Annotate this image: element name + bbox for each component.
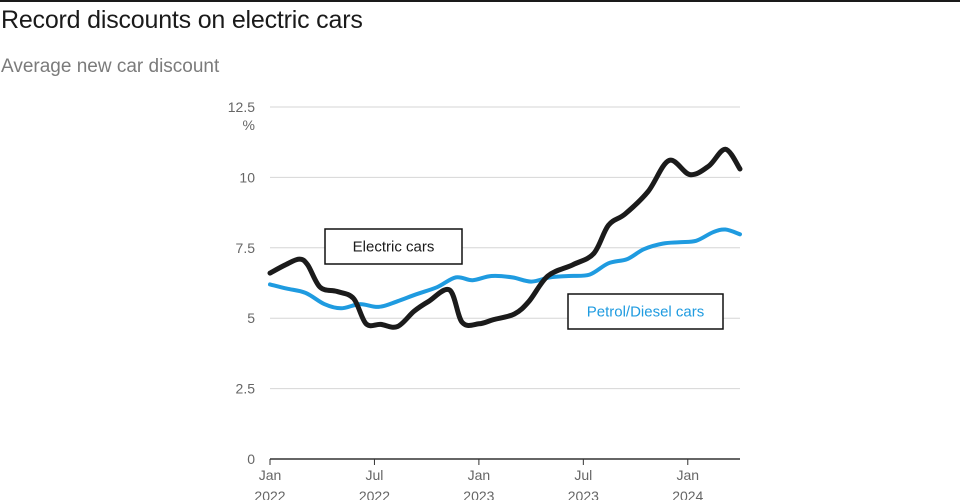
series-layer bbox=[267, 146, 743, 330]
x-tick-label: Jul bbox=[365, 467, 383, 483]
y-tick-label: 7.5 bbox=[236, 240, 256, 256]
x-tick-year: 2024 bbox=[672, 488, 703, 500]
top-rule bbox=[0, 0, 960, 2]
y-unit-label: % bbox=[243, 117, 255, 133]
series-line-petrol-diesel-cars bbox=[268, 227, 742, 311]
legend-electric-cars-box bbox=[324, 228, 463, 265]
y-tick-label: 5 bbox=[247, 310, 255, 326]
label-layer: Electric cars Petrol/Diesel cars bbox=[324, 228, 724, 330]
legend-electric-cars-text: Electric cars bbox=[353, 239, 435, 256]
series-line-electric-cars bbox=[267, 146, 743, 330]
y-tick-label: 0 bbox=[247, 451, 255, 467]
x-tick-year: 2023 bbox=[568, 488, 599, 500]
x-tick-year: 2022 bbox=[359, 488, 390, 500]
x-tick-year: 2023 bbox=[463, 488, 494, 500]
x-tick-label: Jan bbox=[468, 467, 491, 483]
x-tick-label: Jan bbox=[259, 467, 282, 483]
x-tick-year: 2022 bbox=[254, 488, 285, 500]
axis-layer: 0 2.5 5 7.5 10 12.5% Jan 2022 Jul 2022 Jan 2023 Jul 2… bbox=[228, 99, 740, 500]
legend-electric-cars: Electric cars bbox=[324, 228, 463, 265]
legend-petrol-diesel-cars-text: Petrol/Diesel cars bbox=[587, 304, 705, 321]
legend-petrol-diesel-cars-box bbox=[567, 293, 724, 330]
y-tick-label: 2.5 bbox=[236, 381, 256, 397]
chart-title: Record discounts on electric cars bbox=[1, 6, 363, 34]
legend-petrol-diesel-cars: Petrol/Diesel cars bbox=[567, 293, 724, 330]
chart-subtitle: Average new car discount bbox=[1, 56, 220, 77]
x-tick-label: Jul bbox=[574, 467, 592, 483]
y-tick-label: 12.5 bbox=[228, 99, 255, 115]
x-tick-label: Jan bbox=[676, 467, 699, 483]
y-tick-label: 10 bbox=[239, 169, 255, 185]
